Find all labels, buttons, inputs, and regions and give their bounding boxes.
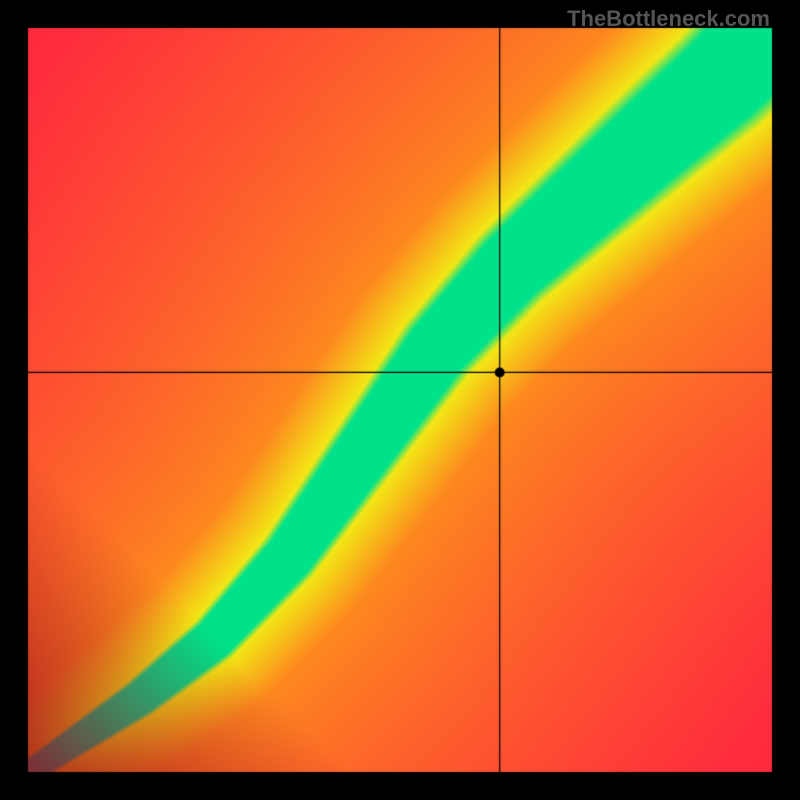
bottleneck-heatmap <box>0 0 800 800</box>
watermark-text: TheBottleneck.com <box>567 6 770 32</box>
chart-container: TheBottleneck.com <box>0 0 800 800</box>
